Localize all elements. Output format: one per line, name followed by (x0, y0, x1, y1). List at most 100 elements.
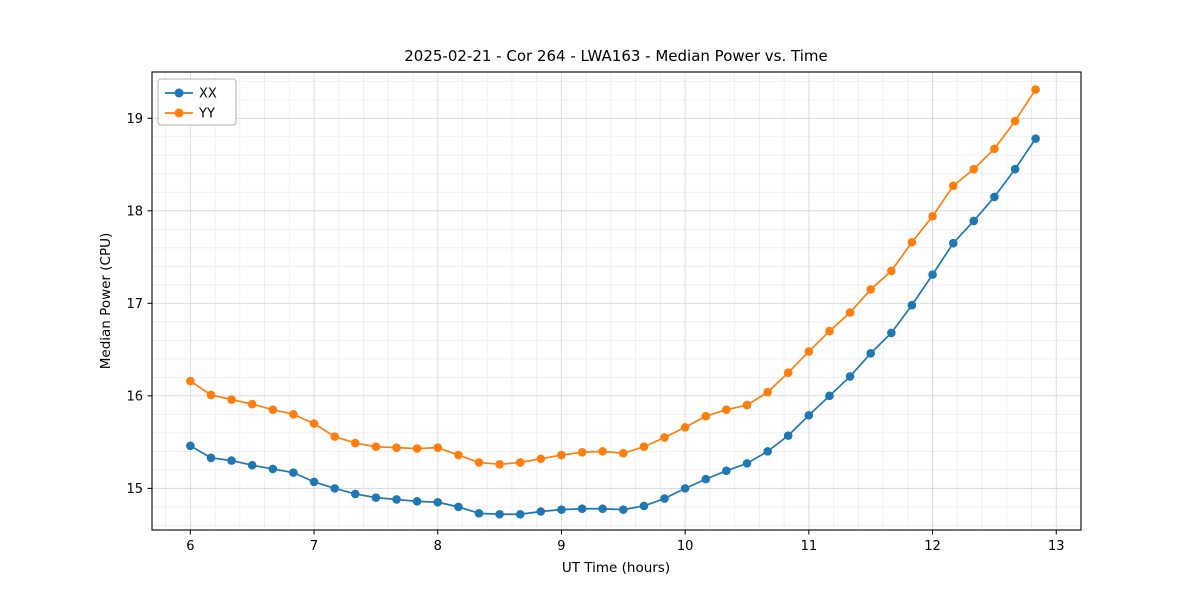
series-xx-marker (268, 464, 278, 474)
series-yy-marker (948, 181, 958, 191)
legend-entry-yy: YY (165, 107, 215, 122)
series-yy-marker (639, 442, 649, 452)
series-xx-marker (309, 477, 319, 487)
series-yy-line (189, 88, 1037, 466)
legend-label-yy: YY (198, 107, 215, 122)
series-yy-marker (515, 458, 525, 467)
series-yy-marker (763, 387, 772, 397)
series-xx-marker (350, 489, 360, 499)
series-xx-marker (454, 502, 463, 512)
series-yy-marker (412, 444, 422, 453)
legend-marker-yy (174, 108, 184, 118)
series-xx-marker (990, 192, 999, 202)
series-xx-marker (392, 495, 401, 504)
series-yy-marker (1031, 85, 1040, 94)
series-xx-marker (969, 216, 979, 226)
x-tick-label: 10 (677, 539, 694, 554)
series-yy-marker (1010, 116, 1020, 126)
series-yy-marker (866, 285, 876, 294)
series-xx-marker (515, 509, 525, 519)
series-xx-marker (330, 484, 340, 493)
series-yy-marker (722, 405, 731, 415)
y-tick-label: 16 (126, 389, 143, 404)
series-xx-marker (907, 300, 917, 310)
series-yy-marker (247, 399, 257, 409)
x-tick-label: 9 (557, 539, 565, 554)
series-yy-marker (887, 266, 896, 276)
series-xx-marker (948, 238, 958, 248)
series-xx-marker (763, 447, 772, 456)
series-yy-marker (701, 411, 711, 421)
series-yy-marker (206, 390, 216, 400)
series-yy-marker (928, 212, 937, 221)
series-xx-marker (825, 391, 834, 401)
series-yy-marker (350, 438, 360, 448)
series-xx-marker (701, 474, 711, 484)
series-yy-marker (454, 450, 463, 460)
series-xx-marker (206, 453, 216, 463)
series-yy-marker (371, 442, 381, 452)
series-yy-marker (825, 326, 834, 336)
series-xx-marker (186, 441, 195, 451)
series-xx-marker (804, 410, 814, 420)
series-yy-marker (742, 400, 752, 410)
y-tick-label: 15 (126, 482, 143, 497)
series-xx-marker (412, 497, 422, 506)
series-yy-marker (990, 144, 999, 154)
series-xx-marker (928, 270, 937, 279)
y-axis-label: Median Power (CPU) (98, 233, 114, 369)
series-yy-marker (577, 447, 587, 457)
y-tick-label: 18 (126, 204, 143, 219)
series-yy-marker (536, 454, 546, 464)
series-yy-marker (660, 433, 669, 442)
series-yy-marker (309, 419, 319, 428)
series-xx-marker (371, 493, 381, 502)
series-yy-marker (783, 368, 793, 378)
minor-grid (152, 72, 1082, 530)
chart-title: 2025-02-21 - Cor 264 - LWA163 - Median P… (404, 47, 828, 65)
legend: XX YY (157, 78, 237, 126)
series-yy-marker (392, 443, 401, 452)
axes-spines (151, 71, 1082, 531)
series-xx-marker (495, 509, 504, 519)
series-xx-marker (1031, 134, 1040, 143)
legend-marker-xx (174, 88, 184, 98)
series-yy (186, 85, 1040, 469)
x-tick-label: 8 (434, 539, 442, 554)
series-xx-marker (783, 431, 793, 440)
series-xx-marker (680, 484, 690, 493)
series-yy-marker (680, 422, 690, 432)
series-xx-marker (742, 459, 752, 468)
series-xx-marker (722, 466, 731, 476)
series-layer (186, 85, 1040, 519)
legend-label-xx: XX (199, 87, 217, 102)
series-yy-marker (557, 450, 566, 460)
legend-box (157, 78, 237, 126)
series-yy-marker (186, 376, 195, 386)
series-xx-marker (557, 505, 566, 514)
series-xx-marker (1010, 164, 1020, 174)
series-xx-marker (536, 507, 546, 516)
series-xx-marker (660, 494, 669, 503)
series-yy-marker (330, 432, 340, 441)
series-xx-marker (247, 460, 257, 470)
series-xx-marker (289, 468, 298, 477)
series-xx-line (189, 137, 1037, 516)
series-xx (186, 134, 1040, 519)
y-tick-label: 19 (126, 112, 143, 127)
series-yy-marker (907, 237, 917, 247)
series-xx-marker (866, 348, 876, 358)
tick-layer: 6 7 8 9 10 11 12 13 15 16 17 18 19 (126, 112, 1064, 554)
series-xx-marker (887, 328, 896, 338)
legend-entry-xx: XX (165, 87, 217, 102)
series-xx-marker (227, 456, 236, 465)
series-xx-marker (474, 509, 484, 518)
x-tick-label: 12 (924, 539, 941, 554)
series-yy-marker (227, 395, 236, 404)
series-yy-marker (619, 448, 628, 458)
x-tick-label: 6 (186, 539, 194, 554)
series-yy-marker (845, 308, 855, 317)
x-tick-label: 13 (1048, 539, 1065, 554)
